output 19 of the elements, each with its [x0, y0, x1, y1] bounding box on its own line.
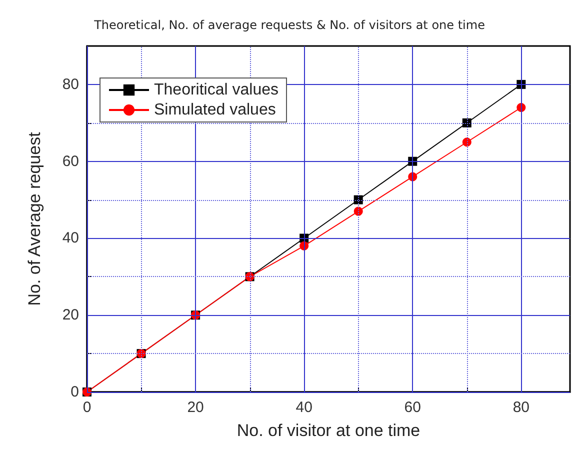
y-tick-label: 40 — [62, 230, 79, 247]
x-tick-label: 0 — [82, 399, 92, 416]
y-tick-label: 20 — [62, 306, 79, 324]
x-axis-title: No. of visitor at one time — [236, 421, 420, 440]
point — [462, 138, 472, 147]
point — [354, 195, 363, 204]
x-tick-label: 80 — [512, 399, 530, 416]
legend-label: Simulated values — [154, 102, 276, 118]
chart-title: Theoretical, No. of average requests & No. of visitors at one time — [93, 18, 485, 32]
y-tick-label: 60 — [62, 152, 79, 170]
legend-label: Theoritical values — [154, 82, 278, 98]
point — [462, 118, 472, 128]
x-tick-label: 60 — [404, 399, 421, 416]
y-axis-title: No. of Average request — [25, 132, 44, 306]
point — [354, 206, 363, 216]
y-tick-label: 0 — [70, 384, 79, 400]
x-tick-label: 20 — [187, 399, 204, 416]
x-tick-label: 40 — [296, 399, 312, 416]
y-tick-label: 80 — [62, 76, 79, 93]
